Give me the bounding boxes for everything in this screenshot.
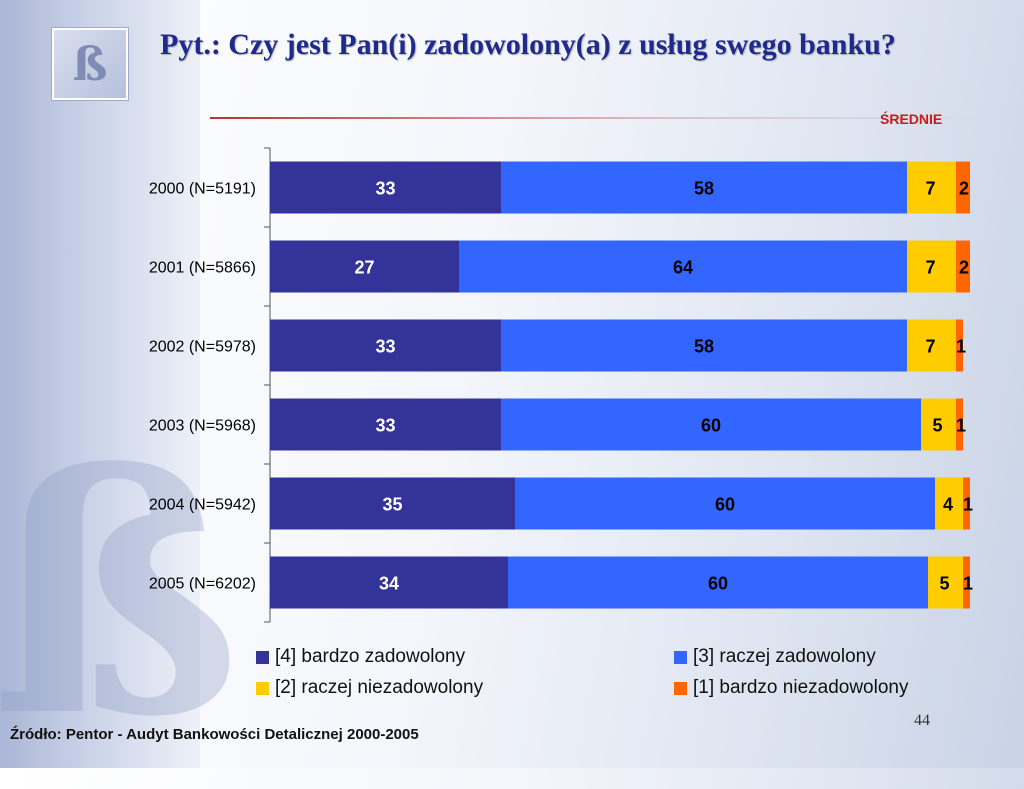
data-label-rather-satisfied: 58	[694, 337, 714, 357]
data-label-very-satisfied: 33	[375, 337, 395, 357]
category-label: 2003 (N=5968)	[149, 418, 256, 435]
bar-segment-very-dissatisfied	[956, 240, 970, 293]
title-divider	[210, 117, 980, 119]
data-label-rather-satisfied: 60	[701, 416, 721, 436]
data-label-very-dissatisfied: 1	[963, 574, 973, 594]
bar-segment-very-satisfied	[270, 240, 459, 293]
left-decorative-band	[0, 0, 200, 768]
data-label-very-satisfied: 35	[382, 495, 402, 515]
bar-segment-rather-satisfied	[501, 319, 907, 372]
category-label: 2000 (N=5191)	[149, 181, 256, 198]
data-label-rather-satisfied: 58	[694, 179, 714, 199]
data-label-rather-dissatisfied: 5	[932, 416, 942, 436]
bar-segment-rather-dissatisfied	[907, 240, 956, 293]
slide-title: Pyt.: Czy jest Pan(i) zadowolony(a) z us…	[160, 28, 896, 61]
data-label-rather-dissatisfied: 4	[943, 495, 953, 515]
bar-segment-rather-dissatisfied	[907, 161, 956, 214]
data-label-very-satisfied: 34	[379, 574, 399, 594]
bar-segment-rather-satisfied	[501, 398, 921, 451]
bank-logo-glyph: ß	[72, 37, 108, 91]
data-label-very-satisfied: 27	[354, 258, 374, 278]
stacked-bar-chart: 2000 (N=5191) 33 58 7 2 2001 (N=5866) 27 64 7 2 20…	[149, 147, 973, 623]
bar-segment-very-satisfied	[270, 161, 501, 214]
data-label-very-satisfied: 33	[375, 179, 395, 199]
category-label: 2002 (N=5978)	[149, 339, 256, 356]
data-label-rather-satisfied: 60	[715, 495, 735, 515]
data-label-rather-dissatisfied: 7	[925, 337, 935, 357]
data-label-very-dissatisfied: 2	[959, 258, 969, 278]
bar-segment-rather-dissatisfied	[928, 556, 963, 609]
bar-segment-rather-satisfied	[515, 477, 935, 530]
bank-logo-watermark: ß	[0, 401, 241, 789]
bar-segment-very-dissatisfied	[956, 398, 963, 451]
data-label-very-satisfied: 33	[375, 416, 395, 436]
bar-segment-rather-satisfied	[508, 556, 928, 609]
bar-segment-rather-dissatisfied	[935, 477, 963, 530]
data-label-rather-satisfied: 60	[708, 574, 728, 594]
bar-segment-very-satisfied	[270, 398, 501, 451]
bar-segment-rather-dissatisfied	[921, 398, 956, 451]
bar-segment-rather-satisfied	[459, 240, 907, 293]
bar-segment-very-dissatisfied	[956, 319, 963, 372]
page-number: 44	[914, 712, 930, 729]
bar-segment-very-satisfied	[270, 477, 515, 530]
bar-segment-very-dissatisfied	[963, 556, 970, 609]
averages-label: ŚREDNIE	[880, 111, 943, 127]
bank-logo: ß	[52, 28, 128, 100]
data-label-very-dissatisfied: 2	[959, 179, 969, 199]
bar-segment-rather-dissatisfied	[907, 319, 956, 372]
source-note: Źródło: Pentor - Audyt Bankowości Detali…	[10, 726, 419, 743]
data-label-rather-satisfied: 64	[673, 258, 693, 278]
bar-segment-rather-satisfied	[501, 161, 907, 214]
data-label-rather-dissatisfied: 5	[939, 574, 949, 594]
bar-segment-very-dissatisfied	[963, 477, 970, 530]
data-label-rather-dissatisfied: 7	[925, 258, 935, 278]
category-label: 2005 (N=6202)	[149, 576, 256, 593]
data-label-very-dissatisfied: 1	[963, 495, 973, 515]
bar-segment-very-satisfied	[270, 556, 508, 609]
category-label: 2004 (N=5942)	[149, 497, 256, 514]
data-label-very-dissatisfied: 1	[956, 416, 966, 436]
category-label: 2001 (N=5866)	[149, 260, 256, 277]
data-label-rather-dissatisfied: 7	[925, 179, 935, 199]
bar-segment-very-satisfied	[270, 319, 501, 372]
bar-segment-very-dissatisfied	[956, 161, 970, 214]
data-label-very-dissatisfied: 1	[956, 337, 966, 357]
